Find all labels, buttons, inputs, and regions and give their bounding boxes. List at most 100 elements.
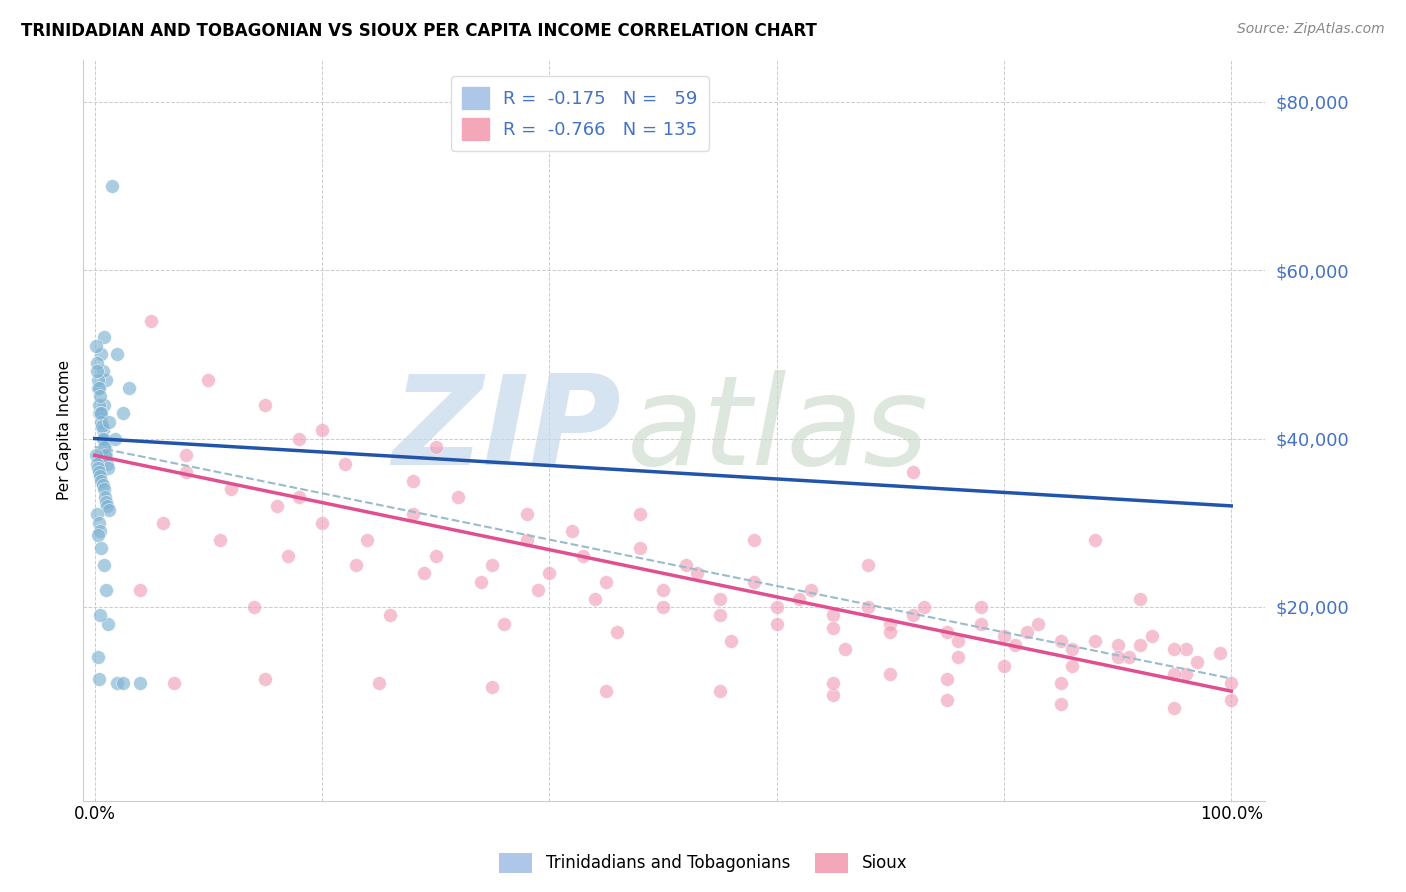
Point (675, 558, 697, 572)
Point (742, 574, 765, 589)
Point (527, 583, 550, 598)
Point (1084, 633, 1107, 648)
Point (98, 415, 121, 429)
Point (311, 516, 333, 530)
Point (823, 689, 845, 703)
Point (91, 418, 114, 433)
Point (89, 406, 111, 420)
Point (89, 516, 111, 530)
Point (98, 503, 121, 517)
Point (1026, 616, 1049, 631)
Point (823, 621, 845, 635)
Point (856, 599, 879, 614)
Point (104, 432, 127, 446)
Point (90, 415, 112, 429)
Point (936, 625, 959, 640)
Point (1163, 667, 1185, 681)
Point (288, 491, 311, 505)
Point (97, 616, 120, 631)
Point (93, 330, 115, 344)
Point (90, 406, 112, 420)
Point (948, 650, 970, 665)
Point (86, 364, 108, 378)
Point (1185, 655, 1208, 669)
Point (86, 339, 108, 353)
Point (91, 364, 114, 378)
Point (242, 599, 264, 614)
Point (87, 381, 110, 395)
Point (91, 478, 114, 492)
Point (901, 608, 924, 623)
Point (1129, 638, 1152, 652)
Point (402, 508, 425, 522)
Point (89, 449, 111, 463)
Point (86, 356, 108, 370)
Point (720, 633, 742, 648)
Point (254, 398, 277, 412)
Point (84, 449, 107, 463)
Point (1209, 646, 1232, 660)
Point (709, 684, 731, 698)
Point (89, 608, 111, 623)
Point (89, 389, 111, 403)
Point (91, 423, 114, 437)
Point (948, 633, 970, 648)
Point (105, 675, 128, 690)
Point (538, 566, 561, 581)
Point (90, 541, 112, 555)
Point (742, 533, 765, 547)
Point (152, 516, 174, 530)
Point (1220, 692, 1243, 706)
Point (595, 684, 617, 698)
Point (1140, 629, 1163, 643)
Point (87, 381, 110, 395)
Point (94, 449, 117, 463)
Point (879, 667, 901, 681)
Point (652, 599, 675, 614)
Point (90, 347, 112, 361)
Point (1004, 638, 1026, 652)
Point (856, 558, 879, 572)
Legend: Trinidadians and Tobagonians, Sioux: Trinidadians and Tobagonians, Sioux (492, 847, 914, 880)
Point (94, 491, 117, 505)
Point (425, 440, 447, 454)
Point (174, 465, 197, 479)
Point (993, 659, 1015, 673)
Point (413, 566, 436, 581)
Point (686, 566, 709, 581)
Point (87, 528, 110, 542)
Point (94, 440, 117, 454)
Point (481, 558, 503, 572)
Point (628, 508, 651, 522)
Point (129, 583, 152, 598)
Point (141, 313, 163, 327)
Point (86, 508, 108, 522)
Point (936, 692, 959, 706)
Point (208, 533, 231, 547)
Point (277, 549, 299, 564)
Point (163, 675, 186, 690)
Point (93, 558, 115, 572)
Point (311, 423, 333, 437)
Point (87, 373, 110, 387)
Text: ZIP: ZIP (392, 369, 621, 491)
Point (879, 616, 901, 631)
Point (879, 625, 901, 640)
Point (89, 398, 111, 412)
Point (481, 680, 503, 694)
Point (765, 616, 787, 631)
Point (1118, 650, 1140, 665)
Point (90, 474, 112, 488)
Point (1107, 638, 1129, 652)
Point (87, 650, 110, 665)
Point (1220, 675, 1243, 690)
Point (1049, 633, 1071, 648)
Point (380, 608, 402, 623)
Point (254, 672, 277, 686)
Point (1049, 675, 1071, 690)
Point (112, 675, 135, 690)
Point (1062, 659, 1084, 673)
Point (219, 482, 242, 496)
Point (628, 541, 651, 555)
Point (970, 616, 993, 631)
